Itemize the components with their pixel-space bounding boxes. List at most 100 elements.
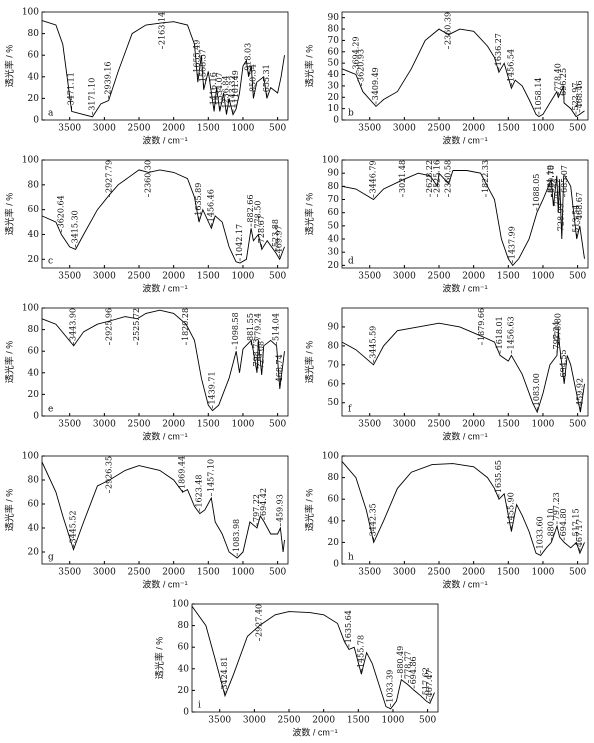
x-tick-label: 1000 [532,272,555,282]
peak-label: 881.55 [246,313,255,341]
peak-label: 1033.39 [386,670,395,703]
y-axis-label: 透光率 / % [153,637,164,680]
peak-label: 1568.57 [199,49,208,82]
y-tick-label: 50 [328,398,340,408]
plot-frame [41,11,289,121]
peak-label: 881.19 [546,165,555,193]
y-tick-label: 100 [22,156,39,166]
x-tick-label: 2500 [128,272,151,282]
y-axis-label: 透光率 / % [3,489,14,532]
x-tick-label: 500 [569,568,586,578]
x-tick-label: 3500 [58,420,81,430]
x-tick-label: 2000 [462,272,485,282]
y-axis-label: 透光率 / % [3,341,14,384]
plot-frame [341,159,589,269]
peak-label: 3424.81 [220,656,229,689]
y-axis-label: 透光率 / % [303,193,314,236]
y-tick-label: 0 [333,560,339,570]
x-tick-label: 2500 [128,420,151,430]
plot-frame [341,307,589,417]
y-tick-label: 60 [28,500,40,510]
y-tick-label: 30 [328,81,340,91]
x-axis-label: 波数 / cm⁻¹ [142,134,187,145]
peak-label: 1635.65 [494,460,503,493]
peak-label: 3694.29 [351,36,360,69]
y-tick-label: 80 [328,341,340,351]
peak-label: 2927.40 [254,604,263,637]
y-tick-label: 20 [328,538,340,548]
x-tick-label: 3000 [393,124,416,134]
peak-label: 728.67 [257,215,266,243]
panel: 3500 3000 2500 2000 1500 1000 500 0 20 40 60 80 100 波… [303,452,589,589]
peak-label: 3446.79 [368,160,377,193]
peak-label: 1439.71 [207,371,216,404]
y-axis-label: 透光率 / % [303,341,314,384]
y-tick-label: 90 [328,169,340,179]
x-tick-label: 500 [269,272,286,282]
x-axis-label: 波数 / cm⁻¹ [142,578,187,589]
plot-frame [41,455,289,565]
panel: 3500 3000 2500 2000 1500 1000 500 0 20 40 60 80 100 波… [3,8,289,145]
y-tick-label: 60 [28,347,40,357]
panel-letter: i [198,701,201,711]
x-tick-label: 3000 [243,716,266,726]
plot-frame [41,159,289,269]
panel-letter: a [48,109,54,119]
y-tick-label: 50 [328,221,340,231]
peak-label: 778.80 [553,313,562,341]
x-tick-label: 500 [569,420,586,430]
x-tick-label: 500 [569,124,586,134]
y-tick-label: 70 [328,360,340,370]
peak-label: 522.97 [571,82,580,110]
peak-label: 778.40 [553,63,562,91]
peak-label: 3443.90 [69,308,78,341]
y-tick-label: 40 [328,235,340,245]
x-tick-label: 3500 [58,272,81,282]
peak-label: 1033.60 [536,516,545,549]
peak-label: 779.22 [553,178,562,206]
spectrum-line [341,170,585,267]
peak-label: 694.55 [559,349,568,377]
x-tick-label: 2500 [428,568,451,578]
peak-label: 882.66 [246,195,255,223]
x-tick-label: 3000 [393,420,416,430]
x-tick-label: 1000 [532,568,555,578]
y-tick-label: 20 [28,548,40,558]
y-tick-label: 40 [28,524,40,534]
spectrum-line [341,322,585,414]
peak-label: 1455.78 [356,635,365,668]
y-tick-label: 100 [22,8,39,18]
x-tick-label: 1500 [197,272,220,282]
peak-label: 797.23 [552,492,561,520]
x-tick-label: 500 [569,272,586,282]
y-tick-label: 70 [328,195,340,205]
y-axis-label: 透光率 / % [3,45,14,88]
peak-label: 1058.14 [534,77,543,110]
peak-label: 1143.32 [228,75,237,108]
x-tick-label: 1500 [497,420,520,430]
peak-label: 1635.64 [344,610,353,643]
y-tick-label: 0 [183,708,189,718]
peak-label: 2939.16 [104,61,113,94]
x-axis-label: 波数 / cm⁻¹ [292,726,337,737]
peak-label: 778.50 [253,201,262,229]
x-tick-label: 2000 [162,124,185,134]
peak-label: 1623.48 [195,474,204,507]
x-tick-label: 1500 [497,568,520,578]
x-tick-label: 1000 [232,568,255,578]
peak-label: 3021.48 [398,160,407,193]
y-tick-label: 0 [33,116,39,126]
peak-label: 523.88 [271,219,280,247]
peak-label: 468.67 [575,192,584,220]
plot-frame [341,11,589,121]
peak-label: 2360.58 [444,160,453,193]
x-tick-label: 3000 [393,568,416,578]
x-tick-label: 2500 [128,124,151,134]
panel: 3500 3000 2500 2000 1500 1000 500 20 40 60 80 100 波数… [3,452,289,589]
peak-label: 1655.49 [193,40,202,73]
peak-label: 469.97 [275,225,284,253]
x-axis-label: 波数 / cm⁻¹ [442,578,487,589]
peak-label: 728.99 [557,203,566,231]
x-tick-label: 3500 [208,716,231,726]
panel-letter: e [48,405,53,415]
